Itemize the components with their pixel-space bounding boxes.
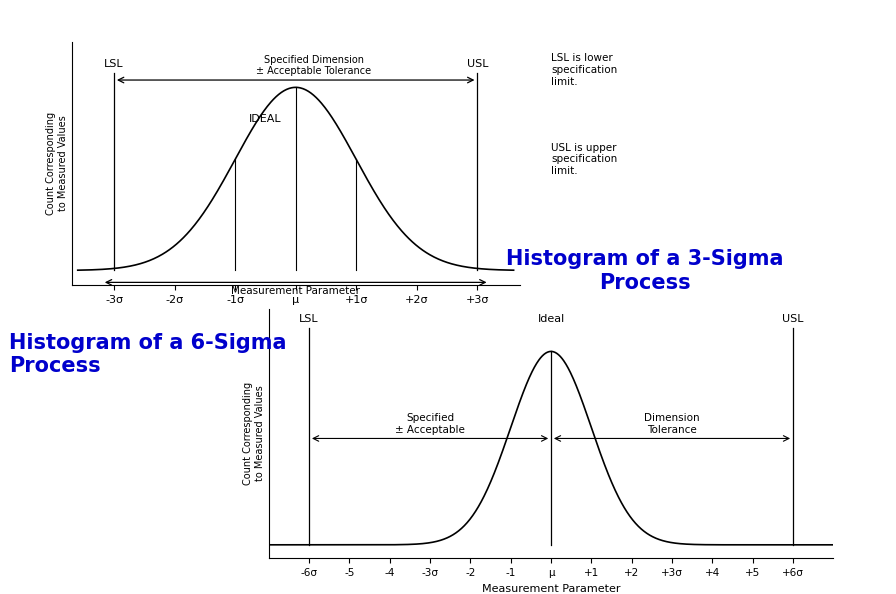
Text: LSL: LSL <box>299 314 319 324</box>
Text: Histogram of a 6-Sigma
Process: Histogram of a 6-Sigma Process <box>9 333 287 376</box>
Text: USL is upper
specification
limit.: USL is upper specification limit. <box>551 143 617 176</box>
Text: USL: USL <box>782 314 804 324</box>
Text: LSL is lower
specification
limit.: LSL is lower specification limit. <box>551 53 617 87</box>
Text: USL: USL <box>467 59 488 69</box>
Text: Histogram of a 3-Sigma
Process: Histogram of a 3-Sigma Process <box>506 249 784 293</box>
Text: Dimension
Tolerance: Dimension Tolerance <box>644 413 700 435</box>
Text: Specified
± Acceptable: Specified ± Acceptable <box>395 413 465 435</box>
Text: LSL: LSL <box>104 59 124 69</box>
Y-axis label: Count Corresponding
to Measured Values: Count Corresponding to Measured Values <box>46 112 67 215</box>
Text: Measurement Parameter: Measurement Parameter <box>231 286 360 296</box>
Text: IDEAL: IDEAL <box>249 114 281 124</box>
Y-axis label: Count Corresponding
to Measured Values: Count Corresponding to Measured Values <box>243 382 264 485</box>
Text: Ideal: Ideal <box>538 314 564 324</box>
Text: Specified Dimension
± Acceptable Tolerance: Specified Dimension ± Acceptable Toleran… <box>256 55 372 77</box>
X-axis label: Measurement Parameter: Measurement Parameter <box>482 584 620 593</box>
